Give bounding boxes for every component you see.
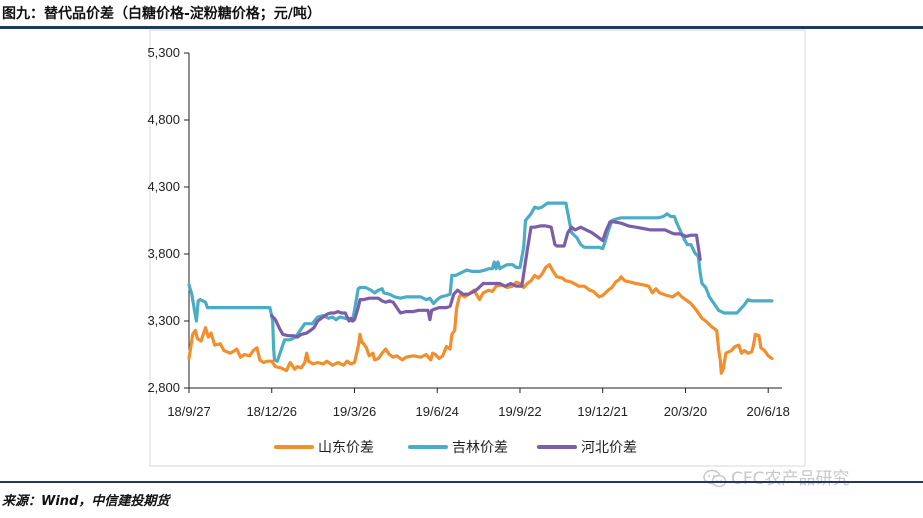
x-tick-label: 20/6/18 [747, 404, 790, 419]
series-line-3 [270, 220, 702, 339]
top-rule [0, 26, 923, 29]
chart-frame [149, 29, 806, 467]
legend: 山东价差 吉林价差 河北价差 [274, 440, 637, 456]
y-tick-label: 3,800 [147, 246, 180, 261]
y-tick-label: 5,300 [147, 45, 180, 60]
x-axis: 18/9/27 18/12/26 19/3/26 19/6/24 19/9/22 19/1… [167, 388, 790, 419]
x-tick-label: 19/3/26 [333, 404, 376, 419]
series-group [187, 201, 774, 375]
watermark-text: CFC农产品研究 [731, 469, 850, 489]
bottom-rule [0, 481, 923, 483]
figure-title: 图九：替代品价差（白糖价格-淀粉糖价格；元/吨） [2, 6, 321, 22]
y-axis: 2,800 3,300 3,800 4,300 4,800 5,300 [147, 45, 189, 395]
x-tick-label: 19/6/24 [416, 404, 459, 419]
x-tick-label: 20/3/20 [664, 404, 707, 419]
x-tick-label: 18/9/27 [167, 404, 210, 419]
legend-label: 河北价差 [581, 440, 637, 456]
y-tick-label: 4,800 [147, 112, 180, 127]
y-tick-label: 4,300 [147, 179, 180, 194]
y-tick-label: 3,300 [147, 313, 180, 328]
x-tick-label: 18/12/26 [246, 404, 297, 419]
x-tick-label: 19/12/21 [577, 404, 628, 419]
y-tick-label: 2,800 [147, 380, 180, 395]
wechat-icon [703, 469, 727, 488]
legend-label: 山东价差 [318, 440, 374, 456]
series-line-1 [187, 263, 774, 375]
legend-label: 吉林价差 [452, 440, 508, 456]
x-tick-label: 19/9/22 [498, 404, 541, 419]
watermark: CFC农产品研究 [703, 464, 850, 489]
source-note: 来源：Wind，中信建投期货 [2, 494, 170, 509]
